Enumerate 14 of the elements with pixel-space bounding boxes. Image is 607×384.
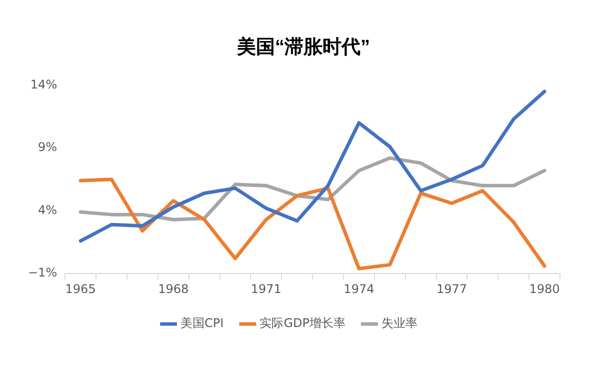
x-tick-label: 1965: [65, 282, 96, 296]
x-tick-label: 1980: [529, 282, 560, 296]
chart-title: 美国“滞胀时代”: [236, 35, 371, 60]
y-tick-label: 9%: [38, 140, 58, 154]
x-tick-label: 1977: [436, 282, 468, 296]
x-tick-label: 1971: [250, 282, 282, 296]
legend-label: 美国CPI: [180, 316, 224, 330]
y-tick-label: 14%: [30, 77, 58, 92]
x-tick-label: 1968: [158, 282, 189, 296]
y-tick-label: −1%: [28, 266, 58, 280]
legend-label: 失业率: [381, 316, 418, 330]
legend-label: 实际GDP增长率: [260, 316, 346, 330]
x-tick-label: 1974: [344, 282, 374, 296]
y-tick-label: 4%: [38, 202, 58, 217]
